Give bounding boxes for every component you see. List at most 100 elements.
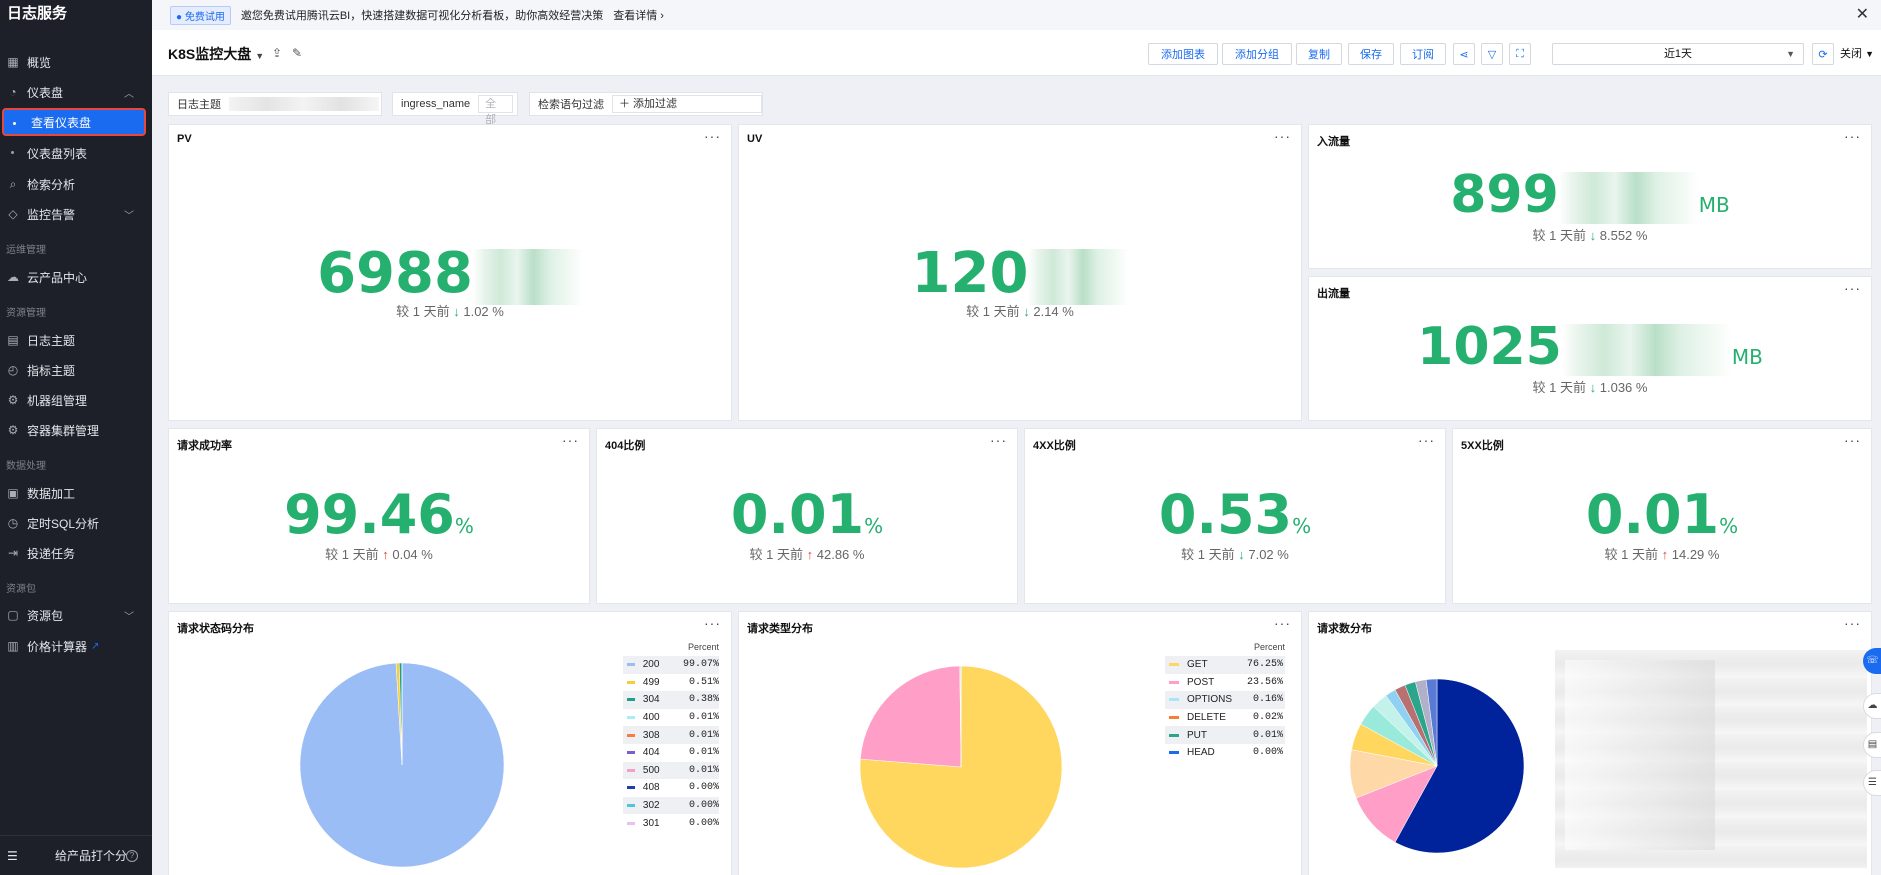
legend-item[interactable]: OPTIONS 0.16% [1165,691,1285,709]
legend-item[interactable]: 500 0.01% [623,761,719,780]
copy-button[interactable]: 复制 [1296,43,1342,65]
sidebar: 日志服务 ▦ 概览 ◔ 仪表盘 ︿ 查看仪表盘 仪表盘列表 ⌕ 检索分析 ◇ 监控告警 … [0,0,152,875]
legend-label: OPTIONS [1187,694,1233,706]
calculator-icon: ▥ [7,639,19,653]
sidebar-item-scheduled-sql[interactable]: ◷ 定时SQL分析 [7,516,100,531]
ingress-filter[interactable]: ingress_name 全部 ⌄ [392,92,518,142]
chevron-down-icon: ▼ [1865,49,1874,59]
sidebar-item-delivery[interactable]: ⇥ 投递任务 [7,546,76,561]
external-link-icon: ↗ [91,640,100,652]
rate-product-link[interactable]: 给产品打个分 [55,849,128,863]
ingress-select[interactable]: 全部 ⌄ [478,95,513,142]
group-label-ops: 运维管理 [6,245,46,256]
legend-value: 0.16% [1252,694,1283,706]
legend-value: 0.00% [688,782,719,794]
pie-slice-10[interactable] [1425,678,1438,767]
add-chart-button[interactable]: 添加图表 [1148,43,1218,65]
sidebar-item-log-topic[interactable]: ▤ 日志主题 [7,333,76,348]
more-icon[interactable]: ··· [704,615,721,631]
legend-swatch [1169,698,1179,702]
help-icon[interactable]: ? [126,849,138,862]
sidebar-item-overview[interactable]: ▦ 概览 [7,55,52,70]
legend-item[interactable]: 499 0.51% [623,674,719,692]
add-group-button[interactable]: 添加分组 [1222,43,1292,65]
menu-collapse-icon[interactable]: ☰ [7,848,18,863]
legend-item[interactable]: HEAD 0.00% [1165,744,1285,762]
pie-slice-post[interactable] [860,665,962,768]
inflow-panel: 入流量 ··· 899 MB 较 1 天前 ↓ 8.552 % [1308,124,1872,269]
doc-icon[interactable]: ▤ [1863,732,1881,758]
bullet-icon [13,122,16,125]
more-icon[interactable]: ··· [1274,615,1291,631]
query-filter[interactable]: 检索语句过滤 ＋ 添加过滤 [529,92,763,116]
sidebar-item-view-dashboard[interactable]: 查看仪表盘 [2,108,146,136]
list-icon[interactable]: ☰ [1863,770,1881,796]
legend-item[interactable]: 308 0.01% [623,726,719,744]
sidebar-item-dashboard[interactable]: ◔ 仪表盘 ︿ [0,80,152,104]
close-icon[interactable]: ✕ [1855,6,1869,23]
sidebar-item-search-analysis[interactable]: ⌕ 检索分析 [0,172,152,196]
more-icon[interactable]: ··· [1844,615,1861,631]
panel-title: 404比例 [605,440,646,452]
legend-header: Percent [1253,642,1285,652]
more-icon[interactable]: ··· [990,432,1007,448]
sidebar-item-data-processing[interactable]: ▣ 数据加工 [7,486,76,501]
legend-value: 0.00% [1252,747,1283,759]
pie-slice-0[interactable] [1394,678,1525,854]
refresh-icon[interactable]: ⟳ [1812,43,1834,65]
fullscreen-icon[interactable]: ⛶ [1509,43,1531,65]
log-topic-filter[interactable]: 日志主题 [168,92,382,116]
filter-icon[interactable]: ▽ [1481,43,1503,65]
add-filter-button[interactable]: ＋ 添加过滤 [612,95,762,113]
sidebar-item-dashboard-list[interactable]: 仪表盘列表 [0,141,152,165]
legend-item[interactable]: GET 76.25% [1165,656,1285,674]
more-icon[interactable]: ··· [562,432,579,448]
share-upload-icon[interactable]: ⇪ [271,46,283,60]
legend-item[interactable]: 302 0.00% [623,796,719,815]
legend-label: 304 [642,694,660,706]
legend-item[interactable]: 301 0.00% [623,814,719,832]
dashboard-title[interactable]: K8S监控大盘 ▼ [168,46,265,62]
pv-panel: PV ··· 6988 较 1 天前 ↓ 1.02 % [168,124,732,421]
more-icon[interactable]: ··· [1418,432,1435,448]
cloud-icon[interactable]: ☁ [1863,693,1881,719]
more-icon[interactable]: ··· [704,128,721,144]
chevron-down-icon: ﹀ [124,210,134,222]
ingress-label: ingress_name [401,98,471,110]
legend-value: 0.01% [688,764,719,776]
more-icon[interactable]: ··· [1844,432,1861,448]
share-icon[interactable]: ⋖ [1453,43,1475,65]
success-rate-panel: 请求成功率 ··· 99.46% 较 1 天前 ↑ 0.04 % [168,428,590,604]
time-range-select[interactable]: 近1天 ▼ [1552,43,1804,65]
legend-item[interactable]: 200 99.07% [623,656,719,674]
sidebar-item-resource-package[interactable]: ▢ 资源包 ﹀ [7,608,134,623]
legend-item[interactable]: 400 0.01% [623,709,719,727]
sidebar-item-machine-group[interactable]: ⚙ 机器组管理 [7,393,88,408]
edit-icon[interactable]: ✎ [291,46,303,60]
legend-item[interactable]: 408 0.00% [623,779,719,797]
legend-item[interactable]: DELETE 0.02% [1165,709,1285,727]
consult-icon[interactable]: ☏ [1863,648,1881,674]
sidebar-item-price-calculator[interactable]: ▥ 价格计算器 ↗ [7,639,100,654]
legend-value: 23.56% [1246,676,1283,688]
legend-item[interactable]: PUT 0.01% [1165,726,1285,744]
more-icon[interactable]: ··· [1844,280,1861,296]
legend-value: 0.38% [688,694,719,706]
legend-label: 500 [642,764,660,776]
more-icon[interactable]: ··· [1274,128,1291,144]
legend-item[interactable]: POST 23.56% [1165,674,1285,692]
save-button[interactable]: 保存 [1348,43,1394,65]
legend-item[interactable]: 304 0.38% [623,691,719,709]
auto-refresh-select[interactable]: 关闭 ▼ [1840,48,1874,60]
subscribe-button[interactable]: 订阅 [1400,43,1446,65]
more-icon[interactable]: ··· [1844,128,1861,144]
banner-detail-link[interactable]: 查看详情 › [613,10,664,22]
log-topic-value[interactable] [229,97,379,111]
sidebar-item-alarm[interactable]: ◇ 监控告警 ﹀ [8,207,134,222]
legend-item[interactable]: 404 0.01% [623,744,719,762]
sidebar-item-metric-topic[interactable]: ◴ 指标主题 [7,363,76,378]
sidebar-item-container-cluster[interactable]: ⚙ 容器集群管理 [7,423,100,438]
legend-swatch [627,733,635,737]
sidebar-item-cloud-center[interactable]: ☁ 云产品中心 [7,270,88,285]
legend-swatch [627,821,635,825]
